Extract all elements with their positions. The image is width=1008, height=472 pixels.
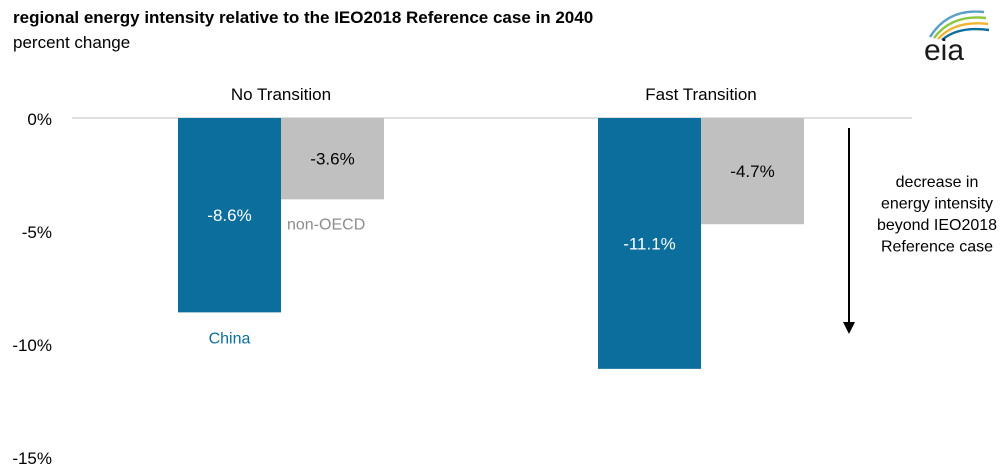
eia-logo: eia: [924, 10, 990, 66]
category-label: Fast Transition: [645, 85, 757, 104]
chart-subtitle: percent change: [13, 33, 131, 52]
annotation-text: Reference case: [881, 239, 993, 256]
annotation-text: decrease in: [896, 174, 979, 191]
annotation-arrow-head-icon: [843, 322, 855, 334]
bar-china: [178, 118, 281, 313]
eia-logo-rays-icon: [928, 10, 990, 41]
data-label: -4.7%: [730, 162, 774, 181]
series-label-non-oecd: non-OECD: [287, 216, 365, 233]
chart-title: regional energy intensity relative to th…: [13, 8, 594, 27]
bar-non-oecd: [281, 118, 384, 200]
data-label: -11.1%: [623, 234, 676, 253]
annotation-text: beyond IEO2018: [877, 217, 997, 234]
y-tick-label: -5%: [22, 223, 52, 242]
bar-non-oecd: [701, 118, 804, 225]
y-tick-label: -15%: [12, 449, 52, 468]
data-label: -8.6%: [207, 206, 251, 225]
series-label-china: China: [209, 330, 251, 347]
data-label: -3.6%: [310, 150, 354, 169]
eia-logo-wordmark: eia: [924, 34, 964, 66]
annotation-text: energy intensity: [881, 196, 993, 213]
category-label: No Transition: [231, 85, 331, 104]
y-tick-label: -10%: [12, 336, 52, 355]
bar-china: [598, 118, 701, 369]
y-tick-label: 0%: [27, 110, 52, 129]
